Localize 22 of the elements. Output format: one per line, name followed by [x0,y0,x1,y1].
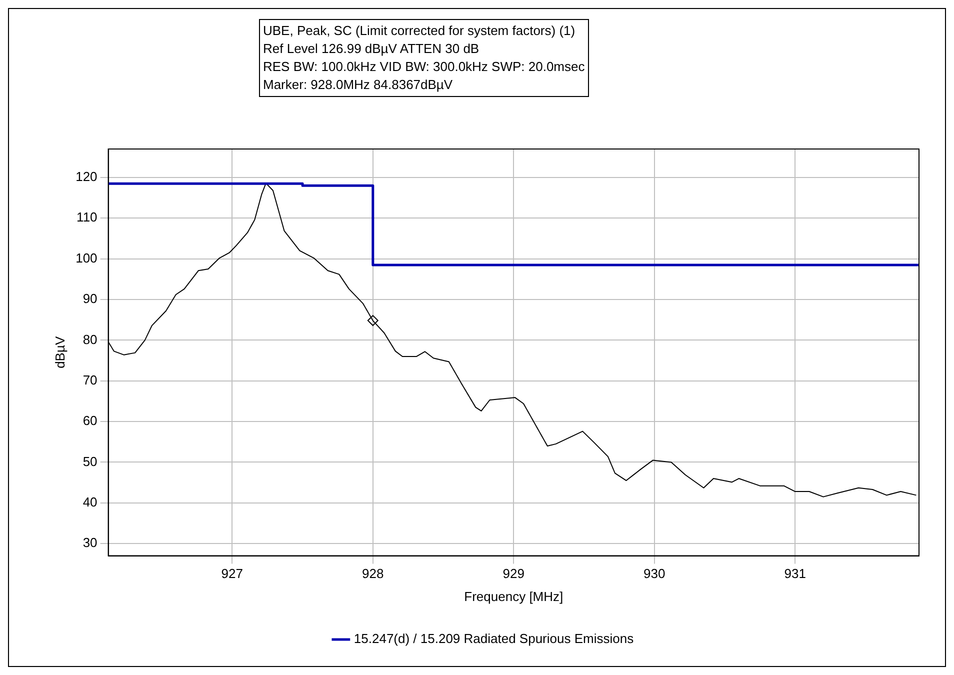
legend-label: 15.247(d) / 15.209 Radiated Spurious Emissions [354,631,634,646]
y-tick-label: 120 [76,169,98,184]
y-tick-label: 80 [82,332,98,347]
x-tick-label: 928 [362,566,384,582]
y-axis-title: dBµV [52,336,68,368]
text: RES BW: 100.0kHz VID BW: 300.0kHz SWP: 20.0msec [263,58,585,76]
y-tick-label: 50 [82,454,98,469]
text: Ref Level 126.99 dBµV ATTEN 30 dB [263,40,480,58]
y-tick-label: 70 [82,372,98,388]
x-tick-label: 929 [502,566,524,582]
y-tick-label: 60 [82,413,98,428]
text: UBE, Peak, SC (Limit corrected for system factors) (1) [263,22,576,40]
y-tick-label: 30 [82,535,98,550]
x-tick-label: 931 [784,566,806,582]
x-tick-label: 927 [221,566,243,582]
y-tick-label: 90 [82,291,98,306]
x-tick-label: 930 [644,566,666,582]
text: Marker: 928.0MHz 84.8367dBµV [263,76,454,94]
y-tick-label: 100 [76,250,98,266]
x-axis-title: Frequency [MHz] [464,588,564,604]
y-tick-label: 110 [76,210,98,225]
y-tick-label: 40 [82,494,98,510]
